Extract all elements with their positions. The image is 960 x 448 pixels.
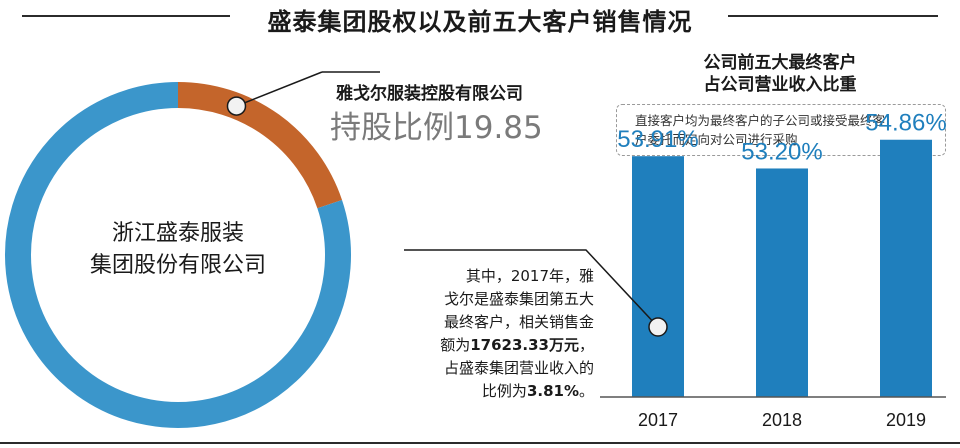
bar-value-label-2017: 53.91% xyxy=(617,126,698,153)
yagor-description: 其中，2017年，雅 戈尔是盛泰集团第五大 最终客户，相关销售金 额为17623… xyxy=(382,265,594,403)
page-title: 盛泰集团股权以及前五大客户销售情况 xyxy=(267,8,693,36)
donut-callout-line xyxy=(236,71,323,107)
donut-center-label: 浙江盛泰服装 集团股份有限公司 xyxy=(58,218,298,282)
note-line-1: 直接客户均为最终客户的子公司或接受最终客 xyxy=(635,113,886,128)
center-label-line-2: 集团股份有限公司 xyxy=(89,253,266,278)
desc-line-2: 戈尔是盛泰集团第五大 xyxy=(443,290,594,308)
bar-2017 xyxy=(632,156,684,397)
customers-title-line-1: 公司前五大最终客户 xyxy=(703,53,857,73)
desc-line-4-suffix: ， xyxy=(578,336,594,354)
customers-note-box: 直接客户均为最终客户的子公司或接受最终客 户委托而定向对公司进行采购 xyxy=(616,104,946,156)
x-tick-label-2018: 2018 xyxy=(762,410,802,430)
donut-slice-rest xyxy=(5,82,351,428)
bar-value-label-2018: 53.20% xyxy=(741,138,822,165)
desc-line-4: 额为17623.33万元， xyxy=(382,334,594,357)
desc-line-6: 比例为3.81%。 xyxy=(382,380,594,403)
desc-sales-amount: 17623.33万元 xyxy=(470,336,579,354)
shareholding-donut-chart xyxy=(5,71,380,428)
center-label-line-1: 浙江盛泰服装 xyxy=(111,221,244,246)
x-tick-label-2019: 2019 xyxy=(886,410,926,430)
customers-title-line-2: 占公司营业收入比重 xyxy=(703,75,857,95)
donut-slice-holder xyxy=(177,82,343,209)
desc-line-6-prefix: 比例为 xyxy=(481,382,527,400)
holder-name: 雅戈尔服装控股有限公司 xyxy=(336,84,523,104)
desc-line-1: 其中，2017年，雅 xyxy=(465,267,594,285)
desc-line-6-suffix: 。 xyxy=(578,382,594,400)
holder-ratio: 持股比例19.85 xyxy=(330,110,543,146)
bar-callout-marker xyxy=(648,317,668,337)
x-tick-label-2017: 2017 xyxy=(638,410,678,430)
customers-chart-title: 公司前五大最终客户 占公司营业收入比重 xyxy=(660,52,900,96)
bar-value-label-2019: 54.86% xyxy=(865,110,946,137)
desc-line-5: 占盛泰集团营业收入的 xyxy=(443,359,594,377)
donut-callout-marker xyxy=(226,96,247,116)
bar-2018 xyxy=(756,168,808,397)
title-rule-right xyxy=(728,15,938,17)
bottom-rule xyxy=(0,442,960,444)
desc-revenue-percent: 3.81% xyxy=(526,382,579,400)
desc-line-4-prefix: 额为 xyxy=(440,336,471,354)
desc-line-3: 最终客户，相关销售金 xyxy=(443,313,594,331)
bar-callout-line xyxy=(404,249,659,328)
title-rule-left xyxy=(22,15,230,17)
note-line-2: 户委托而定向对公司进行采购 xyxy=(635,132,798,147)
bar-2019 xyxy=(880,139,932,397)
